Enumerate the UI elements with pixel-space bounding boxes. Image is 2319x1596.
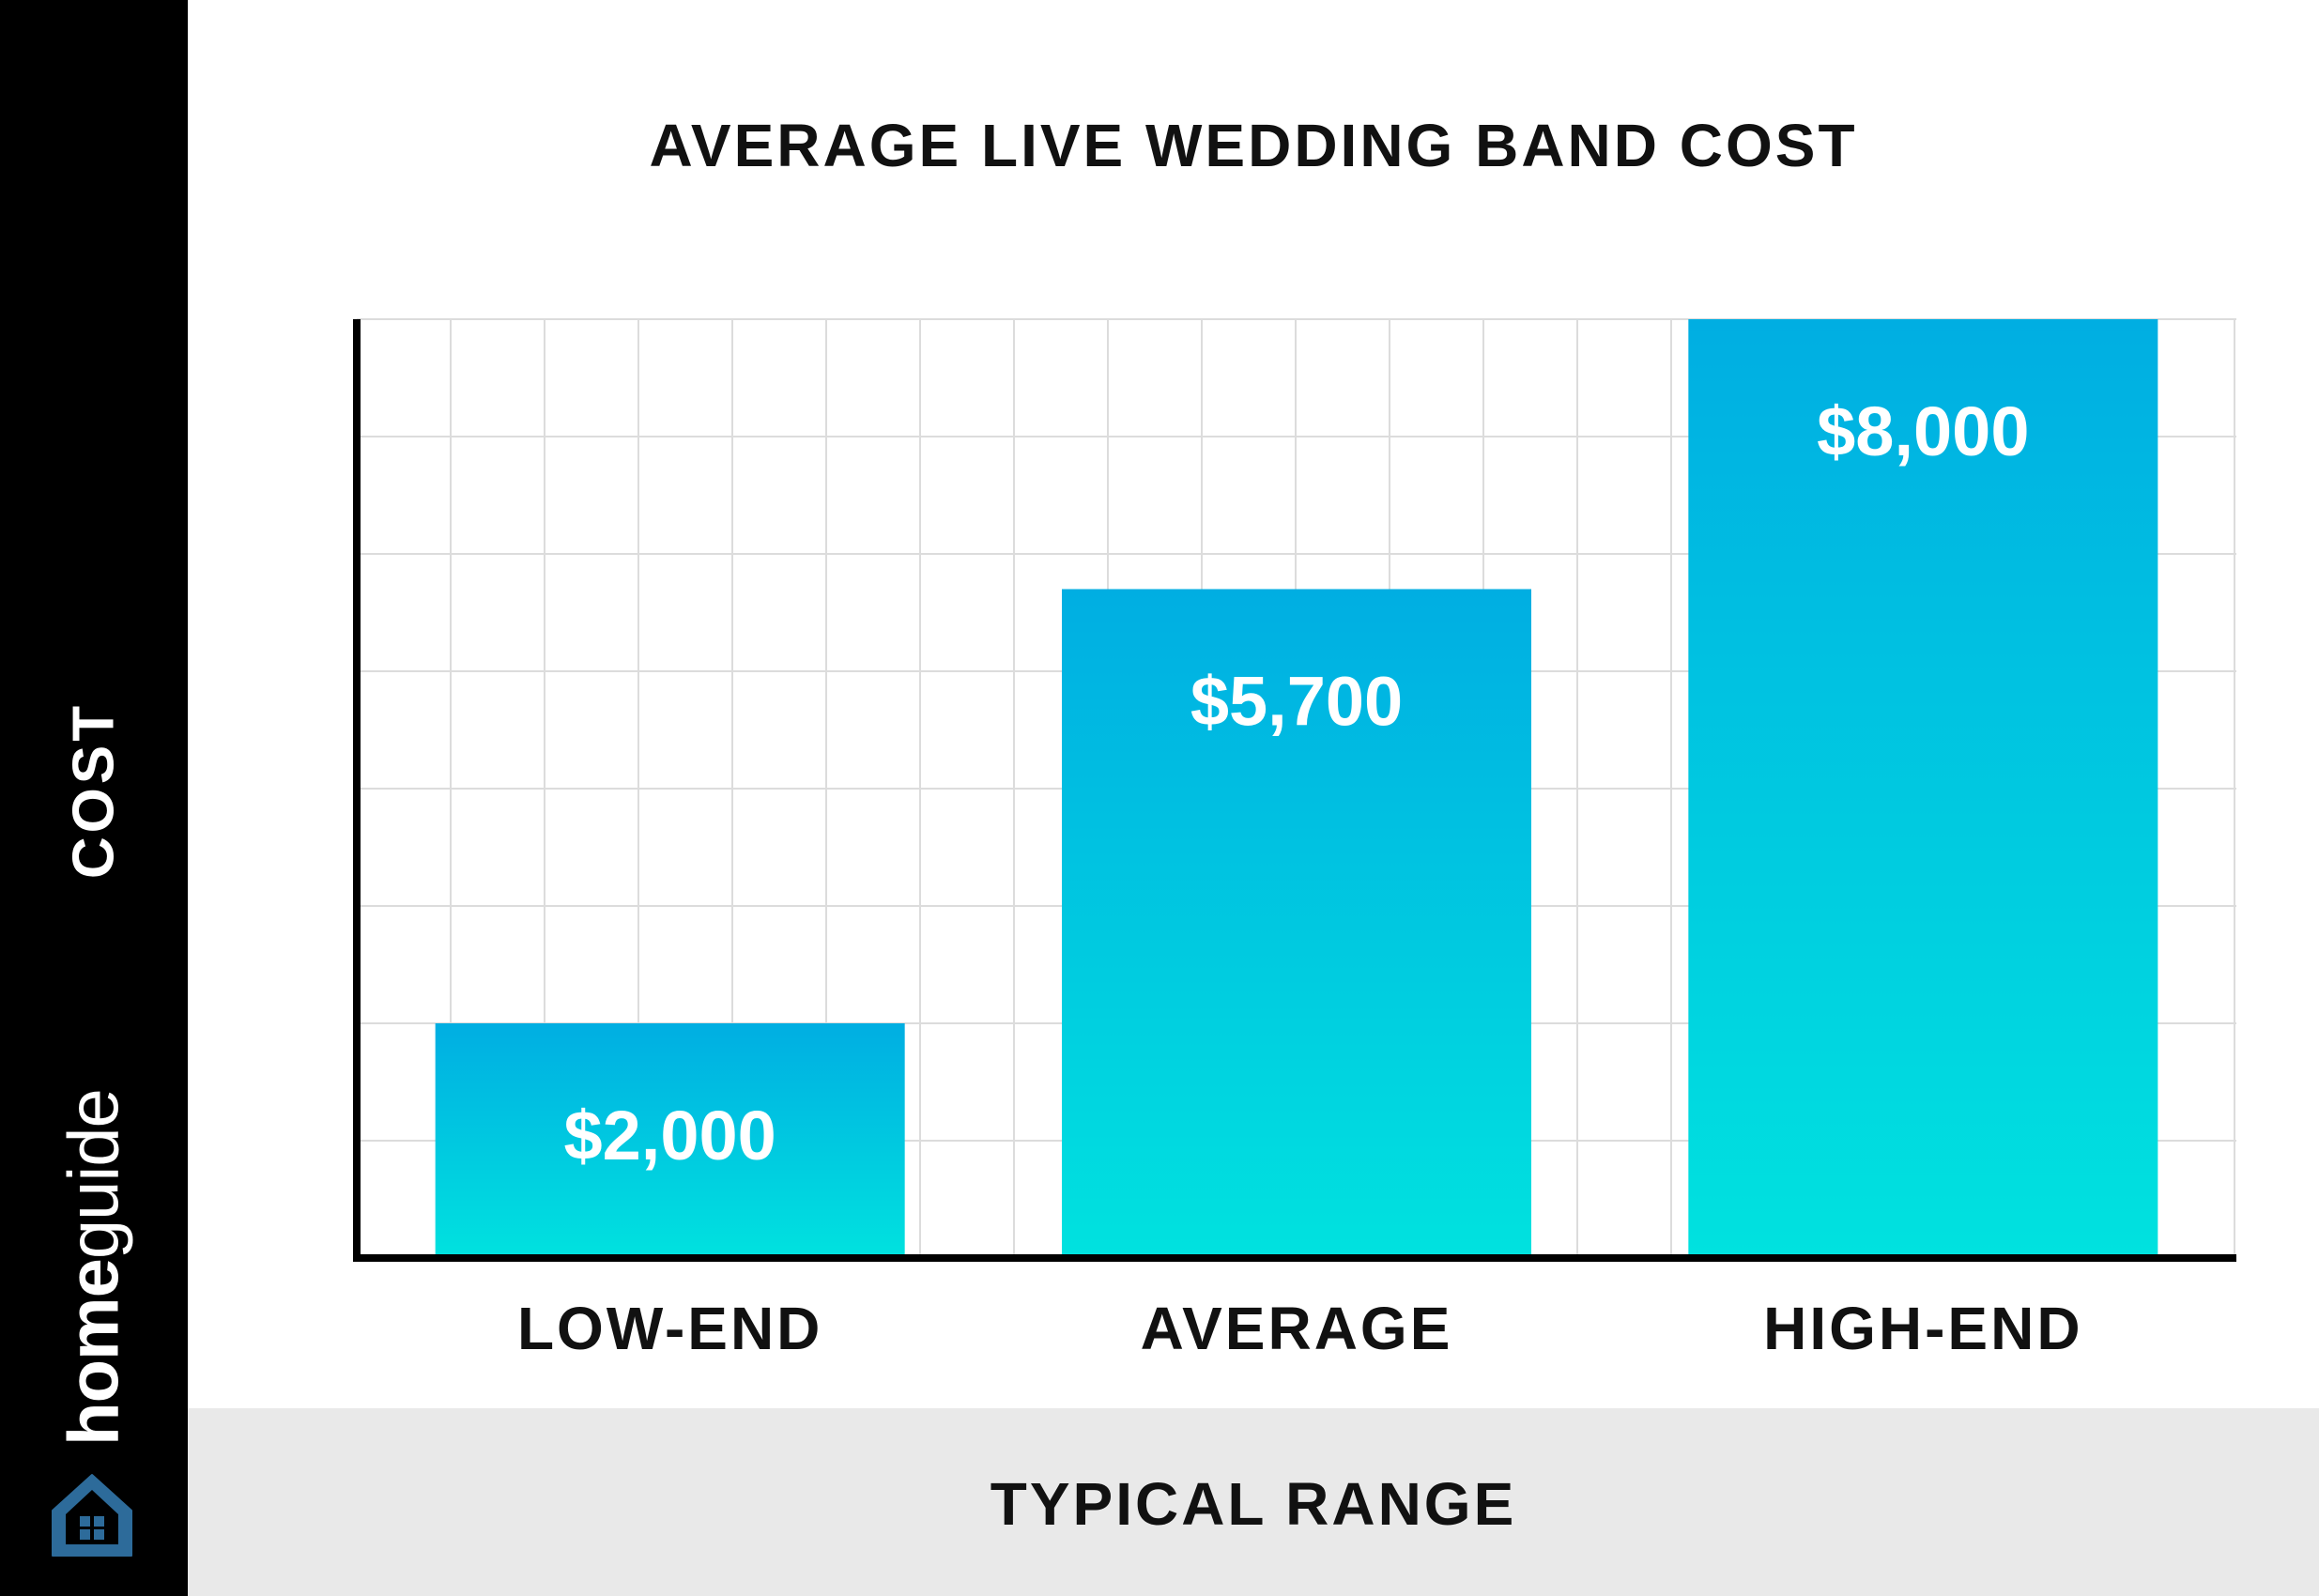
x-axis-label: TYPICAL RANGE	[990, 1470, 1517, 1538]
footer-band	[188, 1408, 2319, 1596]
sidebar	[0, 0, 188, 1596]
category-label: LOW-END	[517, 1295, 822, 1362]
bar-high-end	[1688, 319, 2158, 1258]
house-logo-icon	[52, 1474, 132, 1557]
category-label: AVERAGE	[1141, 1295, 1453, 1362]
data-label: $2,000	[563, 1097, 776, 1174]
bar-chart: $2,000 $5,700 $8,000 LOW-END AVERAGE HIGH-EN…	[353, 318, 2236, 1362]
bars	[435, 319, 2158, 1258]
bar-low-end	[435, 1023, 905, 1258]
axes	[353, 319, 2236, 1262]
chart-title: AVERAGE LIVE WEDDING BAND COST	[649, 112, 1858, 179]
data-label: $5,700	[1190, 663, 1403, 741]
data-labels: $2,000 $5,700 $8,000	[563, 392, 2029, 1174]
category-labels: LOW-END AVERAGE HIGH-END	[517, 1295, 2082, 1362]
category-label: HIGH-END	[1763, 1295, 2082, 1362]
bar-average	[1062, 589, 1531, 1258]
data-label: $8,000	[1817, 392, 2029, 470]
